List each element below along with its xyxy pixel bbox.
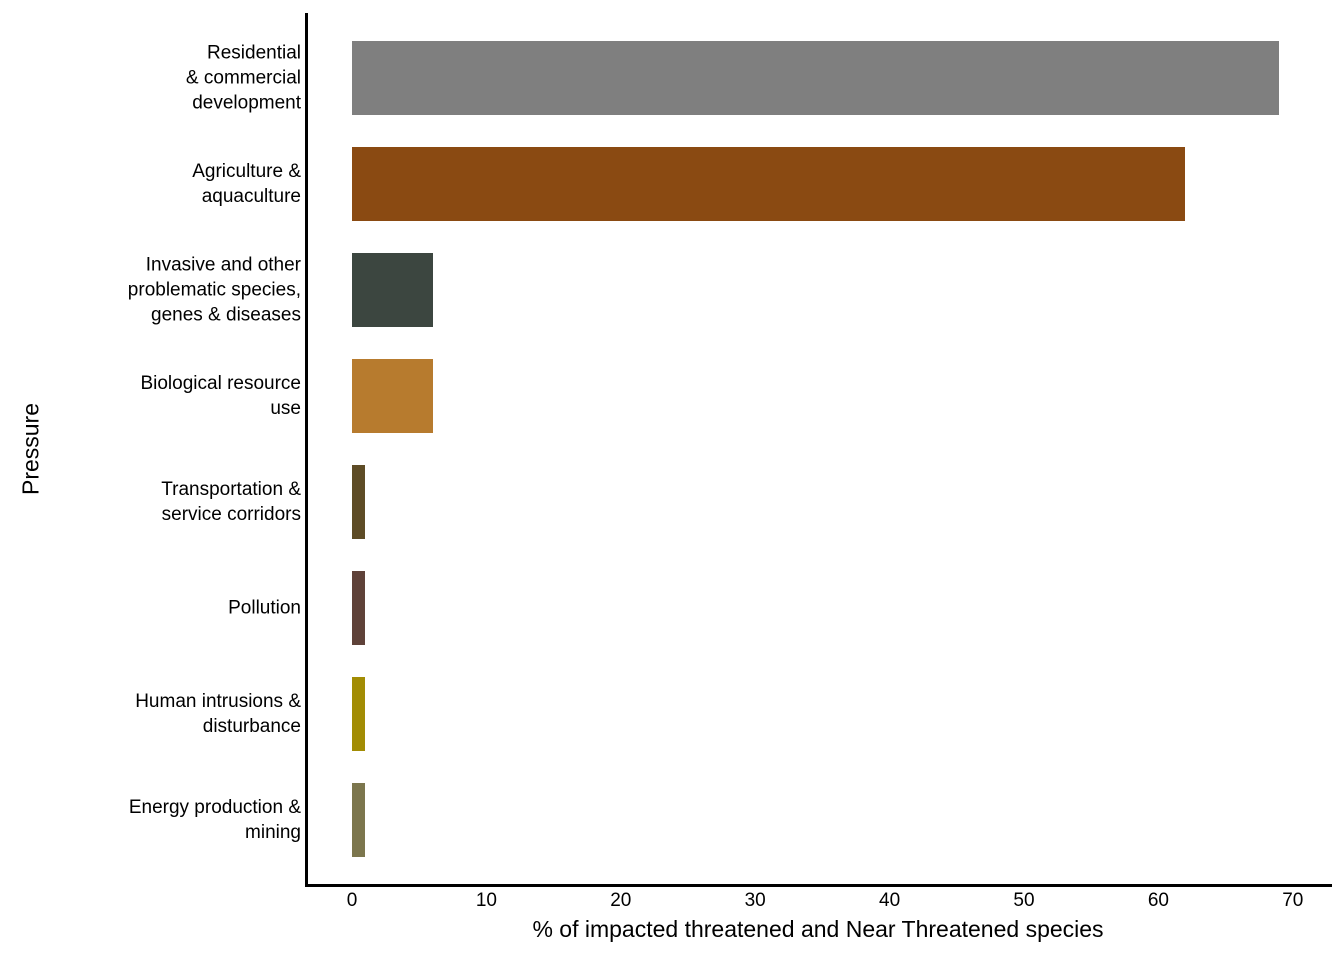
bar-transportation-service-corridors (352, 465, 366, 540)
x-tick-label-60: 60 (1147, 890, 1169, 911)
x-tick-label-40: 40 (879, 890, 901, 911)
x-tick-label-30: 30 (744, 890, 766, 911)
x-axis-line (305, 884, 1332, 887)
x-tick-label-50: 50 (1013, 890, 1035, 911)
x-tick-label-20: 20 (610, 890, 632, 911)
y-tick-label-human-intrusions-disturbance: Human intrusions & disturbance (135, 691, 301, 738)
bar-human-intrusions-disturbance (352, 677, 366, 752)
y-axis-tick-labels: Residential & commercial development Agri… (0, 0, 301, 960)
y-tick-label-agriculture-aquaculture: Agriculture & aquaculture (192, 160, 301, 207)
y-tick-label-biological-resource-use: Biological resource use (140, 373, 301, 419)
bar-residential-commercial-development (352, 40, 1280, 115)
bar-biological-resource-use (352, 359, 433, 433)
bar-pollution (352, 571, 366, 646)
y-axis-line (305, 13, 308, 887)
y-tick-label-residential-commercial-development: Residential & commercial development (185, 42, 301, 114)
bar-energy-production-mining (352, 783, 366, 858)
y-tick-label-energy-production-mining: Energy production & mining (128, 797, 301, 844)
x-axis-title: % of impacted threatened and Near Threat… (532, 916, 1104, 942)
x-tick-label-10: 10 (475, 890, 497, 911)
y-tick-label-transportation-service-corridors: Transportation & service corridors (161, 479, 301, 526)
y-tick-label-invasive-and-other-problematic-species-genes-diseases: Invasive and other problematic species, … (127, 254, 301, 326)
y-tick-label-pollution: Pollution (228, 597, 301, 619)
bar-invasive-and-other-problematic-species-genes-diseases (352, 252, 433, 327)
x-tick-label-70: 70 (1282, 890, 1304, 911)
bar-agriculture-aquaculture (352, 146, 1186, 221)
x-tick-label-0: 0 (346, 890, 358, 911)
